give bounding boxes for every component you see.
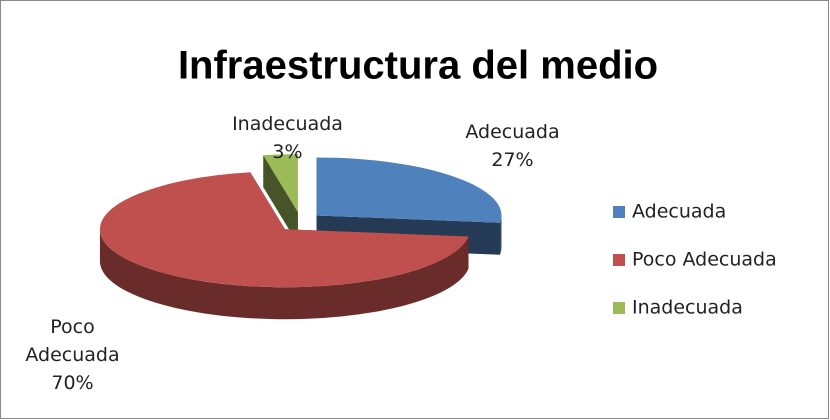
slice-side <box>99 229 469 320</box>
data-label-category: Adecuada <box>465 121 560 143</box>
data-label-category: Poco Adecuada <box>25 316 120 366</box>
legend-swatch <box>613 206 625 218</box>
data-label-value: 3% <box>272 141 303 163</box>
slice <box>263 154 298 213</box>
legend-label: Adecuada <box>632 201 726 223</box>
data-label-value: 70% <box>51 372 94 394</box>
legend-label: Poco Adecuada <box>632 249 777 271</box>
data-label-value: 27% <box>491 149 534 171</box>
data-label: Adecuada 27% <box>455 118 570 174</box>
legend-swatch <box>613 254 625 266</box>
data-label-category: Inadecuada <box>232 113 343 135</box>
legend-swatch <box>613 302 625 314</box>
legend-label: Inadecuada <box>632 297 743 319</box>
chart-title: Infraestructura del medio <box>178 44 658 88</box>
data-label: Inadecuada 3% <box>225 110 350 166</box>
slice <box>316 157 502 223</box>
slice <box>99 172 469 288</box>
data-label: Poco Adecuada 70% <box>25 313 120 397</box>
slice-side <box>500 215 502 255</box>
slice-edge <box>263 155 298 245</box>
